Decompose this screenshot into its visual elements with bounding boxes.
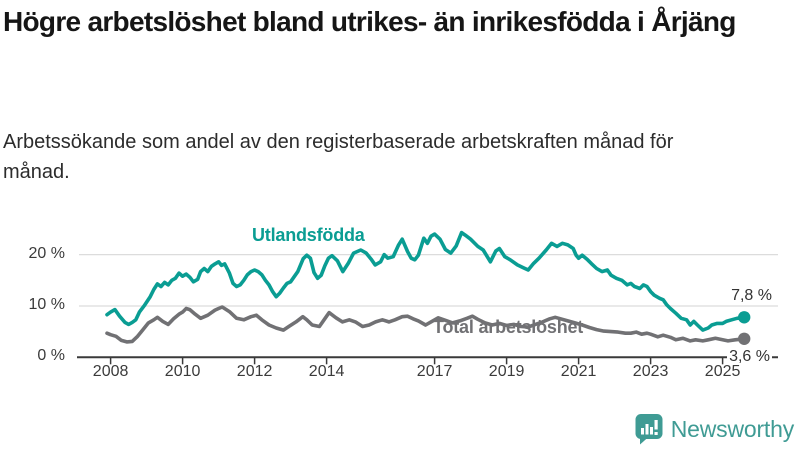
x-axis-tick-label: 2010: [164, 363, 201, 380]
chart-subtitle: Arbetssökande som andel av den registerb…: [3, 131, 674, 183]
page-title: Högre arbetslöshet bland utrikes- än inr…: [3, 6, 736, 37]
series-end-dot-utlandsfodda: [738, 311, 751, 324]
newsworthy-logo-icon: [635, 414, 663, 445]
end-value-label-total-arbetsloshet: 3,6 %: [727, 348, 772, 365]
x-axis-tick-label: 2021: [560, 363, 597, 380]
x-axis-tick-label: 2017: [416, 363, 453, 380]
y-axis-tick-label: 10 %: [28, 295, 65, 313]
end-value-label-utlandsfodda: 7,8 %: [731, 287, 772, 304]
x-axis-tick-label: 2014: [308, 363, 345, 380]
series-line-total-arbetsloshet: [105, 305, 747, 344]
x-axis-tick-label: 2012: [236, 363, 273, 380]
x-axis-tick-label: 2019: [488, 363, 525, 380]
series-line-utlandsfodda: [105, 230, 747, 332]
series-label-utlandsfodda: Utlandsfödda: [252, 225, 365, 245]
series-label-total-arbetsloshet: Total arbetslöshet: [433, 317, 584, 337]
newsworthy-logo-text: Newsworthy: [670, 415, 794, 442]
x-axis-tick-label: 2023: [632, 363, 669, 380]
newsworthy-brand: Newsworthy: [634, 413, 794, 445]
x-axis-tick-label: 2025: [704, 363, 741, 380]
x-axis-tick-label: 2008: [92, 363, 129, 380]
series-end-dot-total-arbetsloshet: [738, 332, 751, 345]
y-axis-tick-label: 20 %: [28, 244, 65, 262]
y-axis-tick-label: 0 %: [37, 347, 65, 365]
